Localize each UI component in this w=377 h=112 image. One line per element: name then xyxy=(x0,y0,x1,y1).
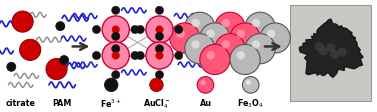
Ellipse shape xyxy=(12,12,33,33)
FancyBboxPatch shape xyxy=(290,6,371,101)
Ellipse shape xyxy=(56,22,65,31)
Ellipse shape xyxy=(237,30,245,39)
Ellipse shape xyxy=(176,30,185,39)
Ellipse shape xyxy=(136,52,144,60)
Ellipse shape xyxy=(197,77,214,93)
Ellipse shape xyxy=(319,47,328,56)
Ellipse shape xyxy=(146,43,173,69)
Ellipse shape xyxy=(200,24,230,54)
Ellipse shape xyxy=(155,45,164,53)
Ellipse shape xyxy=(20,40,41,61)
Ellipse shape xyxy=(230,24,260,54)
Ellipse shape xyxy=(104,78,118,92)
Ellipse shape xyxy=(222,41,230,49)
Ellipse shape xyxy=(155,7,164,15)
Ellipse shape xyxy=(245,13,275,43)
Ellipse shape xyxy=(131,26,139,34)
Text: Fe$_3$O$_4$: Fe$_3$O$_4$ xyxy=(237,97,264,109)
Ellipse shape xyxy=(201,80,206,85)
Ellipse shape xyxy=(260,24,290,54)
Ellipse shape xyxy=(112,33,120,41)
Ellipse shape xyxy=(252,20,260,28)
Ellipse shape xyxy=(237,52,245,60)
Ellipse shape xyxy=(155,33,164,41)
Ellipse shape xyxy=(102,43,129,69)
Text: citrate: citrate xyxy=(6,99,36,108)
Ellipse shape xyxy=(185,34,215,64)
Ellipse shape xyxy=(215,34,245,64)
Ellipse shape xyxy=(252,41,260,49)
Ellipse shape xyxy=(46,59,67,80)
Ellipse shape xyxy=(246,80,251,85)
Ellipse shape xyxy=(200,45,230,75)
Ellipse shape xyxy=(60,56,69,65)
Ellipse shape xyxy=(150,78,163,92)
Ellipse shape xyxy=(338,48,347,57)
Ellipse shape xyxy=(330,50,339,59)
Ellipse shape xyxy=(112,27,120,34)
Ellipse shape xyxy=(215,13,245,43)
Ellipse shape xyxy=(155,71,164,79)
Ellipse shape xyxy=(192,41,200,49)
Ellipse shape xyxy=(222,20,230,28)
Ellipse shape xyxy=(326,44,336,53)
Ellipse shape xyxy=(156,27,163,34)
Ellipse shape xyxy=(185,13,215,43)
Ellipse shape xyxy=(112,71,120,79)
Ellipse shape xyxy=(315,42,324,52)
Polygon shape xyxy=(299,20,363,78)
Text: Au: Au xyxy=(199,99,211,108)
Ellipse shape xyxy=(207,30,215,39)
Ellipse shape xyxy=(242,77,259,93)
Ellipse shape xyxy=(112,7,120,15)
Ellipse shape xyxy=(170,24,200,54)
Ellipse shape xyxy=(7,63,16,72)
Ellipse shape xyxy=(131,52,139,60)
Ellipse shape xyxy=(112,45,120,53)
Ellipse shape xyxy=(156,52,163,60)
Ellipse shape xyxy=(92,52,101,60)
Ellipse shape xyxy=(207,52,215,60)
Ellipse shape xyxy=(267,30,275,39)
Text: Fe$^{3+}$: Fe$^{3+}$ xyxy=(100,97,122,109)
Ellipse shape xyxy=(230,45,260,75)
Ellipse shape xyxy=(192,20,200,28)
Text: PAM: PAM xyxy=(52,99,72,108)
Ellipse shape xyxy=(136,26,144,34)
Ellipse shape xyxy=(92,26,101,34)
Ellipse shape xyxy=(245,34,275,64)
Ellipse shape xyxy=(175,26,183,34)
Ellipse shape xyxy=(112,52,120,60)
Text: AuCl$_4^-$: AuCl$_4^-$ xyxy=(143,96,170,110)
Ellipse shape xyxy=(146,17,173,44)
Ellipse shape xyxy=(102,17,129,44)
Ellipse shape xyxy=(175,52,183,60)
